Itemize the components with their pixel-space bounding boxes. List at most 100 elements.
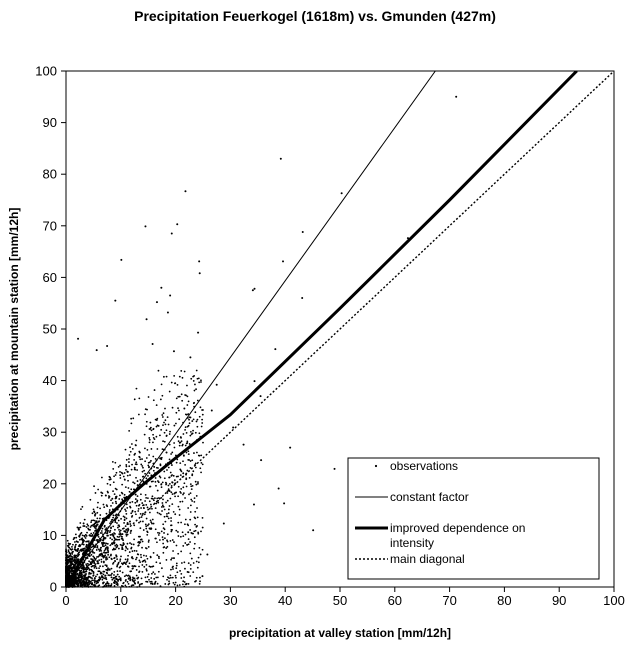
observation-point [150,577,153,579]
observation-point [110,567,113,570]
observation-point [197,331,200,334]
observation-point [125,534,128,537]
observation-point [135,387,138,390]
observation-point [119,477,122,479]
observation-point [175,544,178,547]
observation-point [106,582,109,585]
x-axis-title: precipitation at valley station [mm/12h] [229,626,451,640]
observation-point [124,448,127,451]
observation-point [85,564,88,567]
observation-point [192,470,195,473]
y-tick-label: 30 [43,425,57,440]
observation-point [84,575,86,578]
observation-point [156,511,159,514]
observation-point [182,493,184,496]
observation-point [109,584,112,587]
observation-point [135,461,138,464]
observation-point [76,573,78,576]
observation-point [187,413,190,415]
observation-point [125,458,128,461]
observation-point [170,491,173,494]
observation-point [152,522,155,525]
observation-point [114,299,117,302]
observation-point [136,469,139,471]
observation-point [182,433,185,435]
observation-point [117,519,120,522]
observation-point [145,563,148,566]
observation-point [79,584,82,587]
observation-point [128,461,130,463]
observation-point [129,450,132,453]
observation-point [144,523,147,526]
observation-point [186,404,189,406]
observation-point [199,467,202,470]
observation-point [71,567,74,570]
observation-point [146,524,149,527]
observation-point [147,541,150,543]
observation-point [279,157,282,160]
observation-point [141,470,144,473]
observation-point [193,497,196,500]
observation-point [113,582,116,584]
observation-point [158,475,161,478]
observation-point [181,399,184,402]
observation-point [112,490,114,493]
observation-point [73,536,76,539]
observation-point [90,532,93,535]
observation-point [123,522,125,524]
observation-point [130,488,133,491]
observation-point [127,577,130,580]
observation-point [177,495,180,498]
observation-point [170,484,173,487]
observation-point [154,528,157,531]
observation-point [146,408,148,411]
observation-point [92,555,95,558]
observation-point [121,535,124,538]
observation-point [165,451,168,454]
observation-point [96,506,99,509]
observation-point [170,381,173,384]
observation-point [193,500,196,503]
observation-point [112,468,115,470]
observation-point [222,522,225,525]
observation-point [144,413,146,416]
observation-point [82,525,85,527]
observation-point [95,582,98,585]
observation-point [148,441,151,444]
observation-point [199,553,202,556]
observation-point [138,397,141,400]
observation-point [159,513,162,516]
observation-point [140,493,142,496]
observation-point [146,506,149,509]
observation-point [98,567,100,570]
observation-point [108,511,111,513]
observation-point [158,532,161,535]
observation-point [121,546,124,549]
observation-point [91,524,93,527]
observation-point [126,474,129,477]
observation-point [110,499,112,502]
observation-point [171,406,174,409]
observation-point [162,375,165,378]
observation-point [142,529,145,531]
observation-point [201,548,204,551]
observation-point [167,512,170,514]
observation-point [109,534,112,536]
observation-point [131,579,134,582]
observation-point [76,526,79,529]
observation-point [119,543,122,546]
observation-point [159,398,162,401]
observation-point [147,464,150,467]
observation-point [170,558,172,561]
observation-point [161,481,164,484]
observation-point [90,565,93,568]
observation-point [151,342,154,345]
observation-point [151,497,154,500]
y-tick-label: 70 [43,218,57,233]
observation-point [100,494,103,497]
observation-point [189,504,192,507]
observation-point [130,422,133,425]
observation-point [187,400,190,403]
legend-label-line: intensity [390,536,434,550]
observation-point [195,388,197,391]
